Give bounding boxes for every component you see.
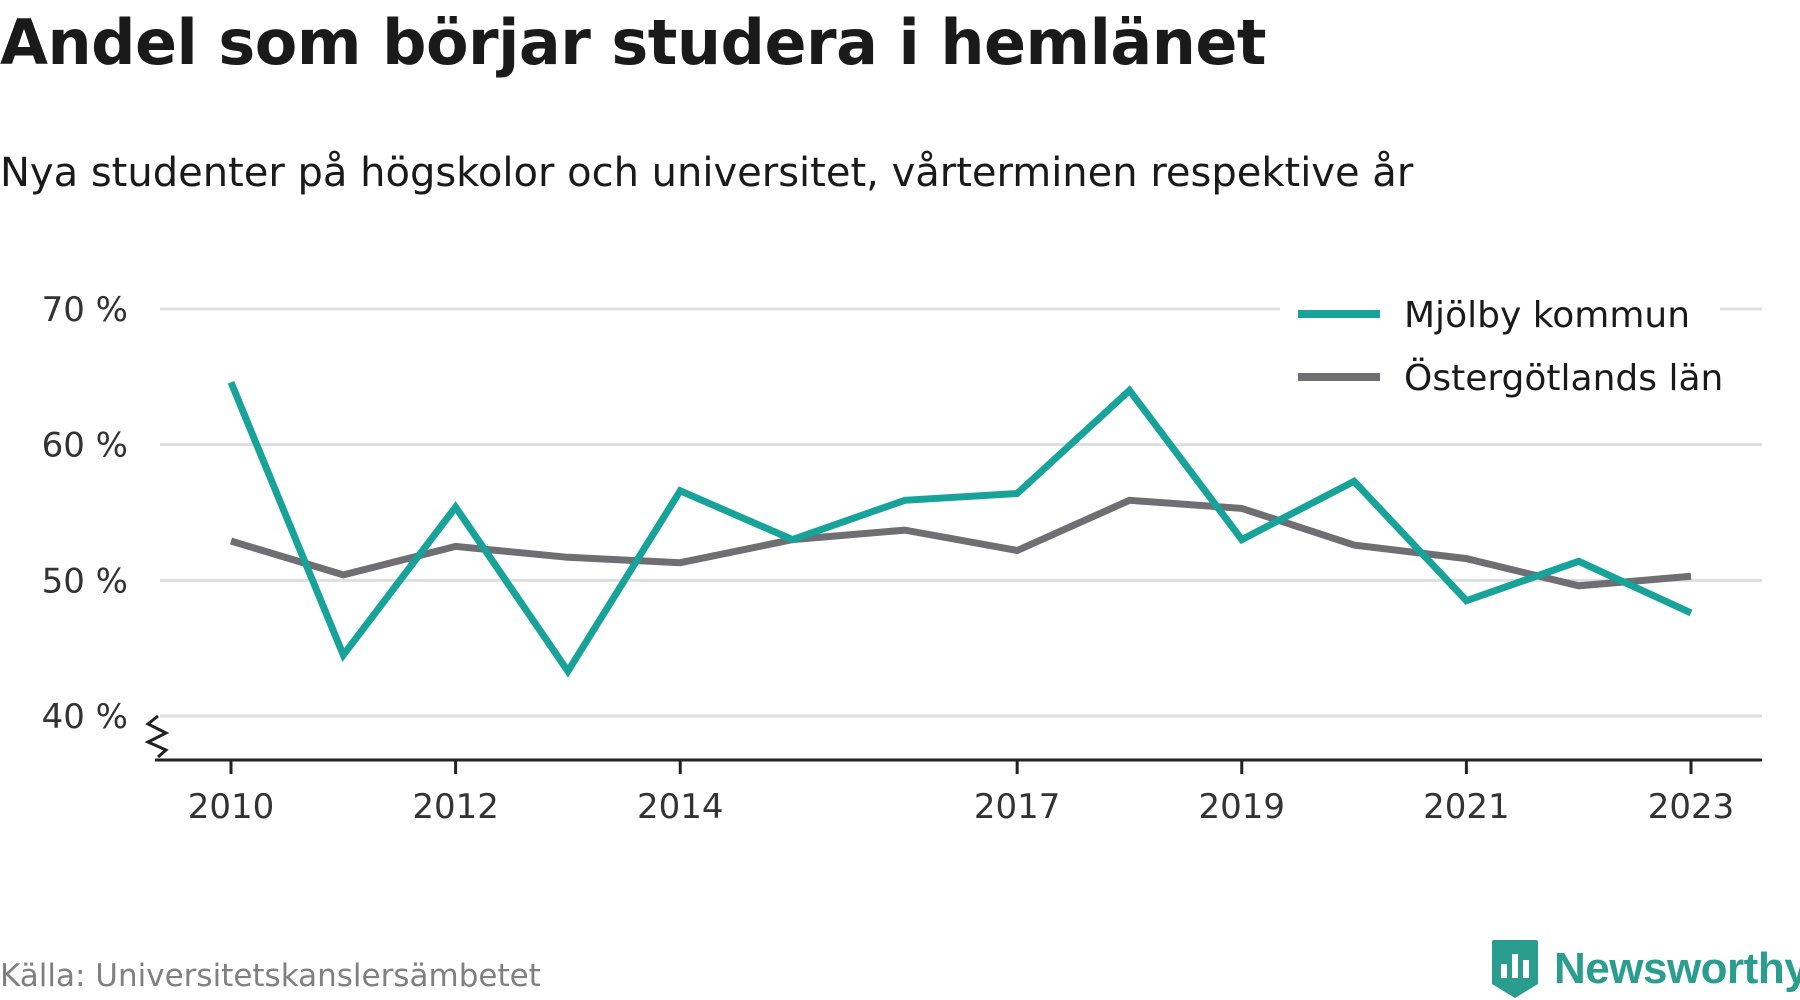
y-tick-label: 70 % [42, 290, 128, 330]
chart-subtitle: Nya studenter på högskolor och universit… [0, 150, 1414, 196]
y-tick-label: 50 % [42, 561, 128, 601]
x-tick-label: 2017 [974, 787, 1061, 827]
chart-title: Andel som börjar studera i hemlänet [0, 6, 1267, 79]
x-tick-label: 2021 [1423, 787, 1510, 827]
series-line-ostergotland [229, 496, 1692, 590]
x-tick-label: 2010 [188, 787, 275, 827]
x-tick-label: 2014 [637, 787, 724, 827]
series-line-mjolby [227, 380, 1693, 678]
axis-break-mark [144, 714, 170, 759]
brand-logo: Newsworthy [1490, 938, 1800, 1000]
legend-label: Mjölby kommun [1404, 295, 1690, 336]
y-tick-label: 40 % [42, 697, 128, 737]
y-tick-label: 60 % [42, 426, 128, 466]
x-tick-label: 2019 [1199, 787, 1286, 827]
x-tick-label: 2012 [412, 787, 499, 827]
brand-name: Newsworthy [1554, 944, 1800, 993]
legend-label: Östergötlands län [1404, 357, 1723, 399]
source-note: Källa: Universitetskanslersämbetet [0, 958, 541, 994]
newsworthy-logo-icon [1492, 940, 1538, 998]
x-tick-label: 2023 [1648, 787, 1735, 827]
